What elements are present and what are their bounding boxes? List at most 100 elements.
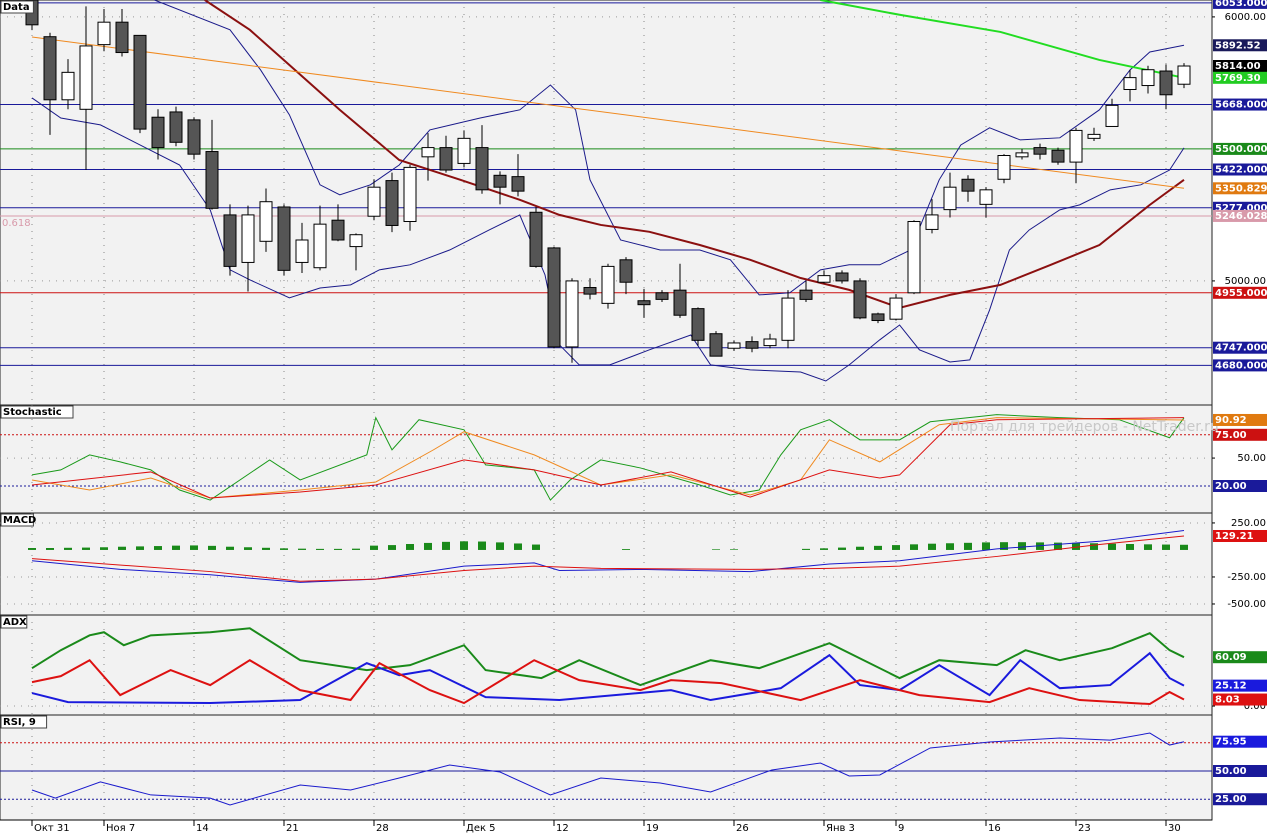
price-label-bg [1213, 735, 1267, 748]
x-tick-label: Ноя 7 [106, 823, 135, 834]
candle-body [889, 297, 903, 320]
candle-body [925, 214, 939, 230]
histogram-bar [946, 543, 954, 550]
histogram-bar [136, 546, 144, 550]
histogram-bar [226, 546, 234, 550]
histogram-bar [1090, 543, 1098, 550]
candle-body [547, 247, 561, 348]
watermark: Портал для трейдеров - NetTrader.ru [950, 419, 1219, 435]
price-label: 5814.00 [1215, 61, 1261, 72]
candle-body [853, 280, 867, 319]
candle-body [367, 186, 381, 217]
panel-title-bg [0, 615, 28, 629]
candle-body [763, 338, 777, 347]
y-tick-label: 5000.00 [1225, 276, 1266, 287]
panel-title: ADX [3, 617, 27, 628]
candle-body [781, 297, 795, 341]
histogram-bar [334, 548, 342, 550]
indicator-line [31, 530, 1185, 583]
candle-body [295, 239, 309, 263]
histogram-bar [874, 545, 882, 550]
panel-title: RSI, 9 [3, 717, 36, 728]
x-tick-label: Окт 31 [34, 823, 70, 834]
level-label-bg [1213, 428, 1267, 441]
candle-body [529, 211, 543, 267]
histogram-bar [1180, 544, 1188, 550]
candle-body [907, 221, 921, 294]
histogram-bar [892, 545, 900, 550]
overlay-line [204, 0, 1185, 309]
price-label-bg [1213, 413, 1267, 426]
x-tick-label: 12 [556, 823, 569, 834]
histogram-bar [28, 548, 36, 550]
indicator-line [31, 417, 1185, 499]
histogram-bar [172, 545, 180, 550]
candle-body [1087, 133, 1101, 139]
panel-title: MACD [3, 515, 36, 526]
histogram-bar [388, 545, 396, 550]
panel-title: Data [3, 2, 30, 13]
histogram-bar [1108, 543, 1116, 550]
candle-body [691, 308, 705, 341]
indicator-line [31, 414, 1185, 501]
panel-title: Stochastic [3, 407, 62, 418]
candle-body [817, 275, 831, 283]
level-label-bg [1213, 359, 1267, 372]
candle-body [1177, 65, 1191, 85]
level-label-bg [1213, 286, 1267, 299]
histogram-bar [838, 547, 846, 550]
candle-body [583, 287, 597, 295]
candle-body [79, 45, 93, 110]
histogram-bar [1126, 544, 1134, 550]
y-tick-label: 0.00 [1244, 701, 1266, 712]
candle-body [169, 111, 183, 143]
candle-body [385, 180, 399, 226]
level-label: 5246.0280 [1215, 211, 1268, 222]
candle-body [313, 223, 327, 269]
panel-bg [0, 614, 1213, 716]
candle-body [871, 313, 885, 322]
overlay-line [31, 97, 1185, 382]
candle-body [187, 119, 201, 155]
level-label-bg [1213, 765, 1267, 777]
level-label-bg [1213, 480, 1267, 492]
level-label-bg [1213, 142, 1267, 155]
candle-body [637, 300, 651, 306]
candle-body [331, 219, 345, 241]
indicator-line [31, 732, 1185, 806]
histogram-bar [802, 548, 810, 550]
candle-body [1015, 152, 1029, 158]
panel-bg [0, 512, 1213, 616]
level-label-bg [1213, 793, 1267, 806]
histogram-bar [1054, 542, 1062, 550]
candle-body [205, 151, 219, 209]
histogram-bar [406, 544, 414, 550]
candle-body [511, 176, 525, 192]
indicator-line [31, 658, 1185, 706]
indicator-line [31, 651, 1185, 705]
overlay-line [820, 0, 1185, 79]
candle-body [97, 21, 111, 46]
candle-body [439, 147, 453, 171]
histogram-bar [64, 547, 72, 550]
price-label: 90.92 [1215, 415, 1247, 426]
x-tick-label: 14 [196, 823, 209, 834]
candle-body [835, 272, 849, 282]
histogram-bar [1000, 542, 1008, 550]
candle-body [997, 155, 1011, 180]
y-tick-label: 250.00 [1231, 518, 1266, 529]
histogram-bar [730, 549, 738, 550]
y-tick-label: -500.00 [1227, 599, 1266, 610]
candle-body [1051, 149, 1065, 163]
level-label-bg [1213, 0, 1267, 9]
histogram-bar [964, 542, 972, 550]
price-label-bg [1213, 693, 1267, 706]
